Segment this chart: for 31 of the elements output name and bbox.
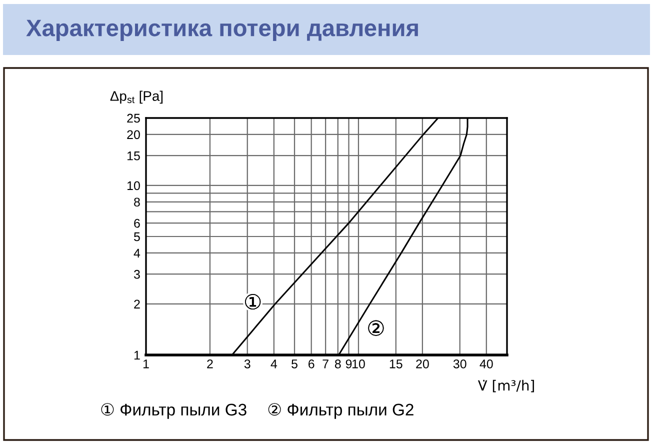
x-tick-label: 40 xyxy=(480,359,493,368)
text: ① Фильтр пыли G3 xyxy=(101,403,246,419)
x-tick-label: 8 xyxy=(334,359,341,368)
x-tick-label: 7 xyxy=(322,360,328,368)
y-tick-label: 2 xyxy=(134,300,140,308)
y-tick-label: 3 xyxy=(134,270,140,279)
y-tick-label: 1 xyxy=(134,350,140,360)
x-tick-label: 3 xyxy=(244,359,250,368)
x-tick-label: 10 xyxy=(352,359,365,368)
x-tick-label: 4 xyxy=(270,360,278,368)
chart-title: Характеристика потери давления xyxy=(26,20,418,42)
y-tick-label: 20 xyxy=(127,130,140,140)
annotation: ② xyxy=(368,320,384,336)
x-tick-label: 5 xyxy=(292,360,298,368)
y-tick-label: 10 xyxy=(127,181,140,190)
x-tick-label: 1 xyxy=(143,360,149,368)
y-tick-label: 8 xyxy=(134,198,140,207)
x-tick-label: 15 xyxy=(390,360,402,368)
x-tick-label: 2 xyxy=(207,359,213,368)
x-axis-title: V̇ [m³/h] xyxy=(478,380,534,392)
x-tick-label: 9 xyxy=(346,359,352,368)
x-tick-label: 6 xyxy=(308,359,314,368)
x-tick-label: 30 xyxy=(453,359,466,368)
text: ② Фильтр пыли G2 xyxy=(268,403,414,419)
y-tick-label: 25 xyxy=(127,114,140,123)
y-axis-title: Δp$_{st}$ [Pa] xyxy=(110,90,163,104)
y-tick-label: 4 xyxy=(134,248,140,258)
y-tick-label: 15 xyxy=(127,152,140,160)
y-tick-label: 6 xyxy=(134,218,140,228)
y-tick-label: 5 xyxy=(134,232,140,242)
x-tick-label: 20 xyxy=(416,359,429,368)
